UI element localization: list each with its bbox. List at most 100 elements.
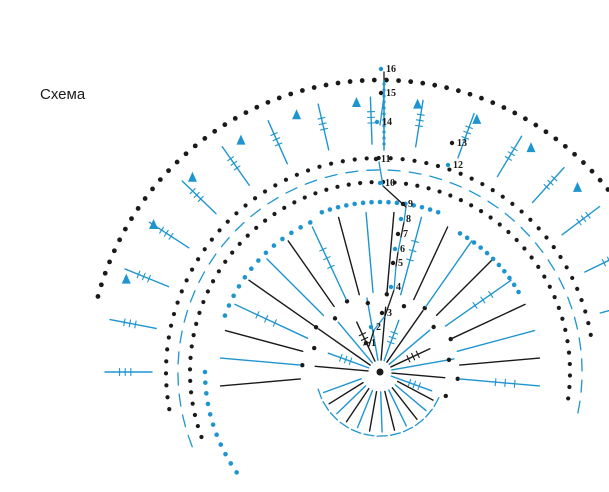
outer-spoke-tick — [270, 132, 278, 137]
blue-dot-arc — [478, 245, 483, 250]
outer-spoke-tick — [415, 119, 424, 122]
black-dot-arc-outer — [164, 359, 169, 364]
black-dot-arc — [263, 218, 268, 223]
border-dot-arc — [311, 85, 317, 90]
blue-dot-arc — [319, 209, 325, 215]
spine-bead — [382, 130, 386, 134]
border-dot-arc — [183, 151, 189, 157]
blue-dot-arc — [427, 207, 433, 212]
mid-spoke-tick — [272, 319, 277, 327]
outer-bar — [234, 221, 245, 232]
inner-spoke — [383, 319, 400, 362]
outer-bar — [285, 187, 298, 194]
picot-triangle — [149, 218, 159, 229]
outer-spoke-tick — [168, 232, 174, 240]
black-dot-arc — [497, 222, 502, 227]
inner-spoke-tick — [339, 353, 343, 362]
row-number-label: 12 — [453, 160, 463, 171]
border-dot-arc — [276, 95, 282, 101]
black-dot-arc — [403, 181, 409, 186]
inner-dot — [431, 324, 436, 330]
outer-bar — [178, 393, 182, 407]
black-dot-arc — [392, 180, 397, 185]
outer-bar — [573, 316, 579, 330]
border-dot-arc — [371, 77, 377, 83]
border-dot-arc — [467, 91, 473, 97]
black-dot-arc-outer — [364, 156, 369, 161]
blue-dot-arc — [231, 293, 236, 299]
blue-dot-arc — [352, 201, 357, 207]
outer-spoke-tick — [134, 320, 137, 329]
spine-bead — [382, 118, 386, 122]
black-dot-arc-outer — [388, 156, 393, 161]
border-dot-arc — [479, 95, 484, 101]
mid-spoke-tick — [494, 378, 497, 387]
outer-spoke-tick — [576, 218, 582, 226]
black-dot-arc-outer — [579, 297, 584, 303]
chart-caption: Схема — [40, 86, 86, 103]
black-dot-arc — [205, 289, 210, 294]
blue-dot-arc — [496, 262, 502, 268]
inner-spoke-tick — [343, 355, 348, 364]
picot-triangle — [413, 98, 423, 109]
blue-dot-arc — [344, 203, 349, 208]
inner-spoke — [390, 348, 431, 368]
black-dot-arc — [358, 180, 363, 186]
lower-bar — [363, 433, 375, 437]
outer-bar — [520, 226, 531, 237]
mid-spoke — [413, 226, 449, 301]
row-spine — [378, 161, 384, 187]
blue-dot-arc — [369, 199, 374, 205]
border-dot-arc — [444, 85, 449, 91]
mid-spoke-tick — [411, 239, 419, 243]
blue-dot-arc — [502, 269, 507, 274]
outer-spoke-tick — [123, 318, 126, 327]
black-dot-arc-outer — [184, 278, 189, 283]
lower-spoke — [396, 380, 434, 401]
inner-spoke-tick — [360, 336, 369, 341]
border-dot-arc — [288, 91, 294, 97]
border-dot-arc — [335, 80, 341, 86]
outer-spoke-tick — [414, 124, 423, 128]
black-dot-arc — [478, 209, 484, 214]
black-dot-arc-outer — [528, 217, 533, 222]
blue-dot-arc — [256, 258, 261, 263]
mid-spoke-tick — [264, 315, 269, 323]
outer-spoke-tick — [504, 156, 512, 161]
blue-dot-arc — [511, 282, 517, 288]
spine-bead — [382, 136, 386, 140]
blue-dot-arc — [271, 243, 277, 248]
inner-spoke-tick — [407, 378, 412, 387]
blue-dot-arc — [202, 369, 208, 375]
lower-spoke — [336, 385, 367, 415]
blue-dot-arc — [234, 470, 239, 475]
black-dot-arc-outer — [510, 201, 515, 206]
inner-spoke — [390, 375, 433, 392]
black-dot-arc — [566, 350, 572, 355]
blue-dot-arc — [205, 401, 211, 407]
outer-bar — [220, 236, 230, 248]
black-dot-arc-outer — [469, 176, 474, 181]
inner-spoke — [317, 328, 371, 366]
spine-bead — [382, 112, 386, 116]
black-dot-arc-outer — [166, 335, 171, 340]
lower-spoke — [345, 387, 370, 423]
lower-spoke — [384, 390, 396, 431]
lower-bar — [317, 388, 323, 400]
mid-spoke — [458, 357, 541, 366]
black-dot-arc-outer — [352, 157, 357, 162]
black-dot-arc-outer — [165, 347, 170, 352]
mid-spoke — [337, 216, 360, 296]
border-dot-arc — [98, 282, 104, 288]
outer-spoke-tick — [416, 113, 425, 116]
black-dot-arc — [313, 191, 318, 196]
black-dot-arc — [210, 279, 216, 284]
row-spine — [403, 206, 407, 223]
lower-spoke — [328, 381, 364, 405]
black-dot-arc — [536, 264, 541, 269]
inner-dot — [344, 299, 350, 304]
black-dot-arc — [192, 412, 198, 418]
border-dot-arc — [166, 168, 171, 174]
outer-spoke — [457, 112, 475, 159]
outer-bar — [324, 173, 338, 179]
